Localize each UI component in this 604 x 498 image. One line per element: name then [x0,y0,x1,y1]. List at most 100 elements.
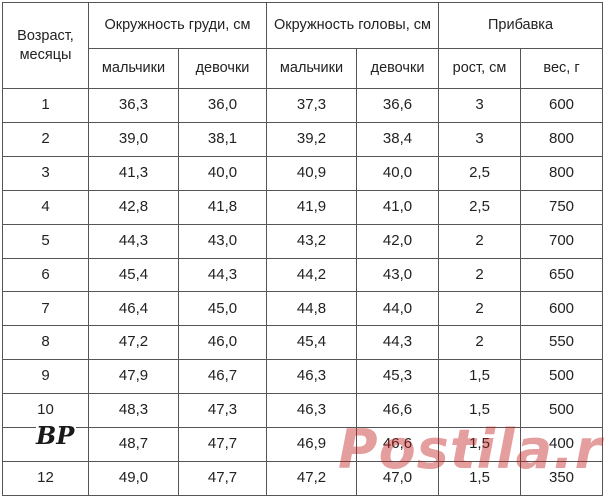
cell-head-boys: 46,3 [266,359,358,395]
cell-height-gain: 2,5 [438,189,522,225]
header-head-label: Окружность головы, см [274,17,432,34]
header-boys-head: мальчики [266,48,358,89]
header-gain-label: Прибавка [487,17,554,34]
cell-chest-boys: 48,3 [88,393,179,429]
cell-age: 8 [2,325,89,361]
cell-weight-gain: 600 [520,88,604,123]
cell-height-gain: 2 [438,223,522,259]
cell-head-boys: 41,9 [266,189,358,225]
cell-chest-boys: 49,0 [88,460,179,497]
header-boys-chest: мальчики [88,48,179,89]
header-chest: Окружность груди, см [87,2,268,49]
table-header: Возраст, месяцы Окружность груди, см Окр… [2,2,604,89]
cell-chest-boys: 39,0 [88,121,179,157]
cell-head-girls: 38,4 [356,121,440,157]
cell-chest-girls: 40,0 [177,155,268,191]
cell-head-girls: 44,3 [356,325,440,361]
cell-chest-girls: 36,0 [177,88,268,123]
header-age: Возраст, месяцы [2,2,89,89]
cell-chest-girls: 38,1 [177,121,268,157]
table-body: 1 36,3 36,0 37,3 36,6 3 600 2 39,0 38,1 39,2 38,4 3… [2,88,604,497]
cell-chest-girls: 46,7 [177,359,268,395]
cell-head-girls: 46,6 [356,393,440,429]
cell-chest-girls: 47,7 [177,460,268,497]
header-head: Окружность головы, см [266,2,440,49]
header-girls-chest: девочки [177,48,268,89]
cell-chest-girls: 45,0 [177,291,268,327]
cell-chest-boys: 42,8 [88,189,179,225]
cell-height-gain: 2 [438,257,522,293]
cell-height-gain: 2,5 [438,155,522,191]
header-height-gain: рост, см [438,48,522,89]
cell-age: 11 [2,427,89,462]
cell-weight-gain: 600 [520,291,604,327]
cell-age: 4 [2,189,89,225]
cell-age: 7 [2,291,89,327]
cell-height-gain: 2 [438,291,522,327]
cell-chest-boys: 44,3 [88,223,179,259]
cell-head-girls: 41,0 [356,189,440,225]
cell-weight-gain: 400 [520,427,604,462]
cell-weight-gain: 500 [520,393,604,429]
cell-weight-gain: 350 [520,460,604,497]
header-girls-head: девочки [356,48,440,89]
cell-head-girls: 40,0 [356,155,440,191]
table-row: 1 36,3 36,0 37,3 36,6 3 600 [2,88,604,123]
cell-height-gain: 3 [438,88,522,123]
cell-head-boys: 46,3 [266,393,358,429]
table-row: 7 46,4 45,0 44,8 44,0 2 600 [2,291,604,327]
cell-chest-boys: 41,3 [88,155,179,191]
table-row: 3 41,3 40,0 40,9 40,0 2,5 800 [2,155,604,191]
cell-chest-boys: 46,4 [88,291,179,327]
cell-height-gain: 1,5 [438,460,522,497]
cell-head-boys: 43,2 [266,223,358,259]
cell-head-boys: 40,9 [266,155,358,191]
cell-age: 9 [2,359,89,395]
header-gain: Прибавка [438,2,604,49]
cell-head-girls: 42,0 [356,223,440,259]
cell-height-gain: 1,5 [438,393,522,429]
cell-age: 3 [2,155,89,191]
cell-head-girls: 44,0 [356,291,440,327]
header-weight-gain: вес, г [520,48,604,89]
cell-weight-gain: 650 [520,257,604,293]
cell-chest-boys: 47,9 [88,359,179,395]
cell-head-girls: 45,3 [356,359,440,395]
table-row: 4 42,8 41,8 41,9 41,0 2,5 750 [2,189,604,225]
cell-age: 6 [2,257,89,293]
cell-chest-boys: 45,4 [88,257,179,293]
cell-head-boys: 44,8 [266,291,358,327]
cell-head-boys: 46,9 [266,427,358,462]
header-age-label: Возраст, месяцы [17,28,74,63]
cell-chest-boys: 36,3 [88,88,179,123]
cell-age: 12 [2,460,89,497]
cell-age: 2 [2,121,89,157]
cell-weight-gain: 700 [520,223,604,259]
cell-weight-gain: 800 [520,121,604,157]
cell-height-gain: 1,5 [438,359,522,395]
cell-head-girls: 47,0 [356,460,440,497]
cell-head-girls: 43,0 [356,257,440,293]
cell-chest-girls: 44,3 [177,257,268,293]
cell-age: 1 [2,88,89,123]
table-row: 5 44,3 43,0 43,2 42,0 2 700 [2,223,604,259]
header-chest-label: Окружность груди, см [104,17,251,34]
cell-chest-girls: 47,7 [177,427,268,462]
cell-weight-gain: 750 [520,189,604,225]
cell-height-gain: 2 [438,325,522,361]
cell-chest-girls: 46,0 [177,325,268,361]
table-row: 2 39,0 38,1 39,2 38,4 3 800 [2,121,604,157]
cell-weight-gain: 550 [520,325,604,361]
cell-weight-gain: 500 [520,359,604,395]
table-row: 10 48,3 47,3 46,3 46,6 1,5 500 [2,393,604,429]
cell-head-girls: 36,6 [356,88,440,123]
cell-head-boys: 37,3 [266,88,358,123]
cell-head-boys: 47,2 [266,460,358,497]
table-row: 12 49,0 47,7 47,2 47,0 1,5 350 [2,460,604,497]
cell-head-girls: 46,6 [356,427,440,462]
cell-head-boys: 44,2 [266,257,358,293]
table-row: 6 45,4 44,3 44,2 43,0 2 650 [2,257,604,293]
table-row: 11 48,7 47,7 46,9 46,6 1,5 400 [2,427,604,462]
cell-height-gain: 1,5 [438,427,522,462]
table-row: 8 47,2 46,0 45,4 44,3 2 550 [2,325,604,361]
